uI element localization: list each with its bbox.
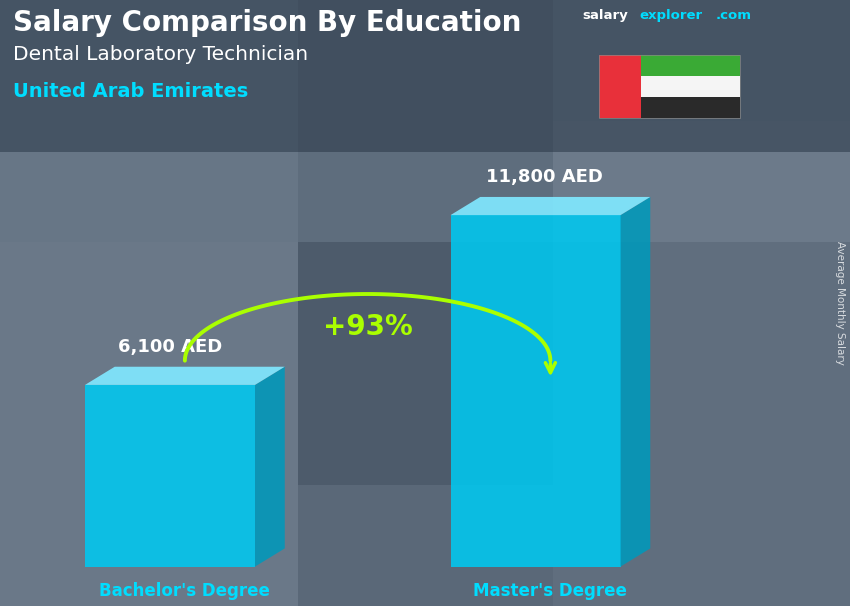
Polygon shape xyxy=(450,197,650,215)
Polygon shape xyxy=(450,215,620,567)
Polygon shape xyxy=(620,197,650,567)
Text: Salary Comparison By Education: Salary Comparison By Education xyxy=(13,9,521,37)
Text: United Arab Emirates: United Arab Emirates xyxy=(13,82,248,101)
Text: Average Monthly Salary: Average Monthly Salary xyxy=(835,241,845,365)
Bar xyxy=(641,76,740,97)
Text: explorer: explorer xyxy=(639,9,702,22)
Text: +93%: +93% xyxy=(323,313,412,341)
Text: 6,100 AED: 6,100 AED xyxy=(118,338,222,356)
Bar xyxy=(599,55,641,118)
Text: Bachelor's Degree: Bachelor's Degree xyxy=(99,582,270,600)
Polygon shape xyxy=(85,367,285,385)
Polygon shape xyxy=(255,367,285,567)
Text: Master's Degree: Master's Degree xyxy=(473,582,627,600)
Bar xyxy=(0,0,850,152)
Bar xyxy=(599,55,740,118)
Text: Dental Laboratory Technician: Dental Laboratory Technician xyxy=(13,45,308,64)
Bar xyxy=(0,0,850,242)
Text: salary: salary xyxy=(582,9,628,22)
Text: .com: .com xyxy=(716,9,751,22)
Text: 11,800 AED: 11,800 AED xyxy=(486,168,603,186)
Polygon shape xyxy=(85,385,255,567)
Bar xyxy=(641,97,740,118)
Bar xyxy=(0,242,298,606)
Bar xyxy=(641,55,740,76)
Bar xyxy=(552,121,850,606)
Bar xyxy=(298,0,552,485)
